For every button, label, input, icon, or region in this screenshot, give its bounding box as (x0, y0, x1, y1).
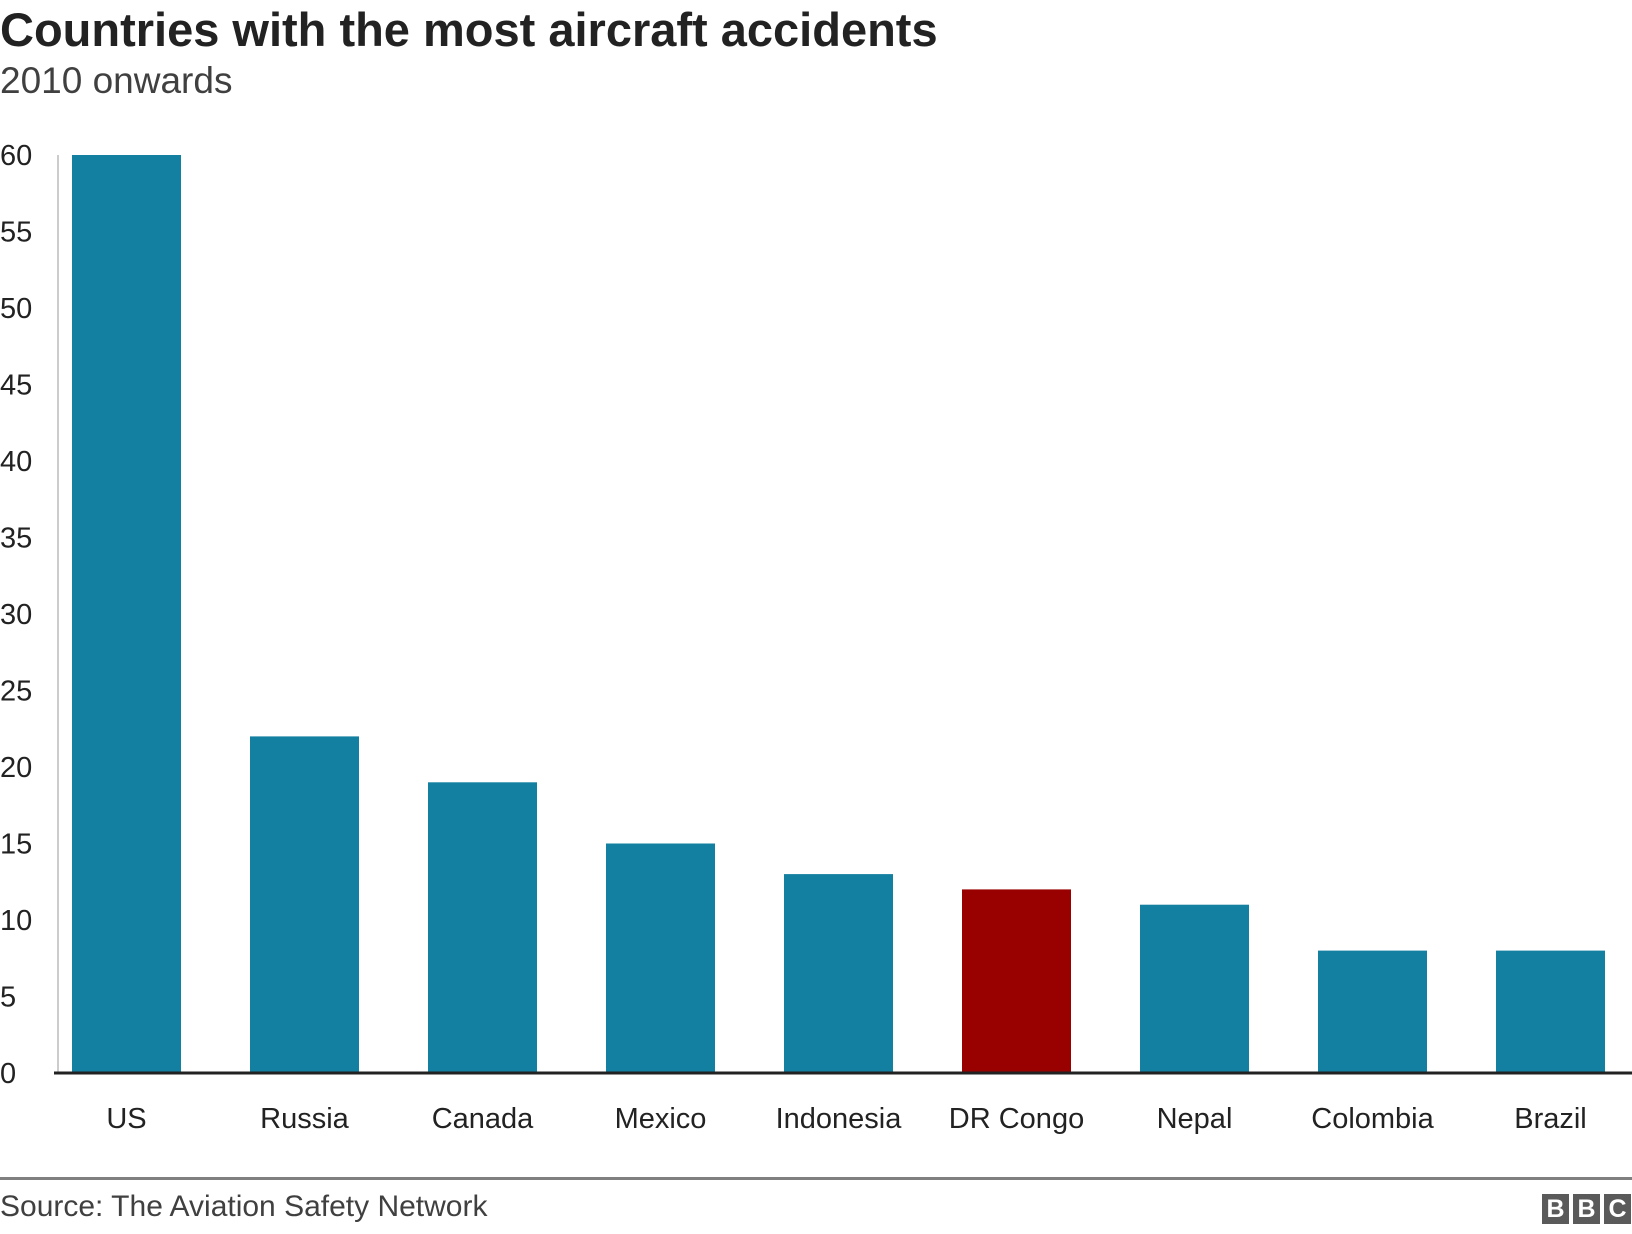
x-tick-label: Indonesia (776, 1103, 903, 1135)
source-note: Source: The Aviation Safety Network (0, 1190, 488, 1223)
bar-chart: 0 5 10 15 20 25 30 35 40 45 50 55 60 US Russia Canada Me… (0, 140, 1632, 1135)
x-tick-label: Russia (260, 1103, 350, 1135)
bar-colombia (1318, 950, 1427, 1073)
bar-us (72, 155, 181, 1073)
bbc-logo: B B C (1542, 1194, 1631, 1224)
y-tick-label: 60 (0, 140, 32, 172)
y-tick-label: 20 (0, 752, 32, 784)
y-tick-label: 0 (0, 1058, 16, 1090)
y-tick-label: 40 (0, 446, 32, 478)
x-tick-label: DR Congo (949, 1103, 1084, 1135)
bbc-logo-letter: C (1604, 1194, 1631, 1224)
chart-subtitle: 2010 onwards (0, 60, 233, 101)
y-tick-label: 25 (0, 676, 32, 708)
footer-divider (0, 1177, 1632, 1180)
x-tick-label: Canada (432, 1103, 534, 1135)
bar-nepal (1140, 904, 1249, 1073)
bbc-logo-letter: B (1542, 1194, 1569, 1224)
chart-title: Countries with the most aircraft acciden… (0, 3, 938, 56)
x-tick-label: Brazil (1514, 1103, 1587, 1135)
x-tick-label: US (106, 1103, 146, 1135)
bar-russia (250, 736, 359, 1073)
bar-mexico (606, 843, 715, 1073)
y-tick-label: 35 (0, 523, 32, 555)
y-tick-label: 15 (0, 829, 32, 861)
bar-canada (428, 782, 537, 1073)
y-tick-label: 10 (0, 905, 32, 937)
x-tick-label: Nepal (1157, 1103, 1233, 1135)
bar-dr-congo (962, 889, 1071, 1073)
y-tick-label: 50 (0, 293, 32, 325)
bbc-logo-letter: B (1573, 1194, 1600, 1224)
x-tick-label: Mexico (615, 1103, 707, 1135)
y-tick-label: 5 (0, 982, 16, 1014)
bar-indonesia (784, 874, 893, 1073)
y-tick-label: 30 (0, 599, 32, 631)
y-tick-label: 55 (0, 217, 32, 249)
bar-brazil (1496, 950, 1605, 1073)
y-tick-label: 45 (0, 370, 32, 402)
x-tick-label: Colombia (1311, 1103, 1434, 1135)
